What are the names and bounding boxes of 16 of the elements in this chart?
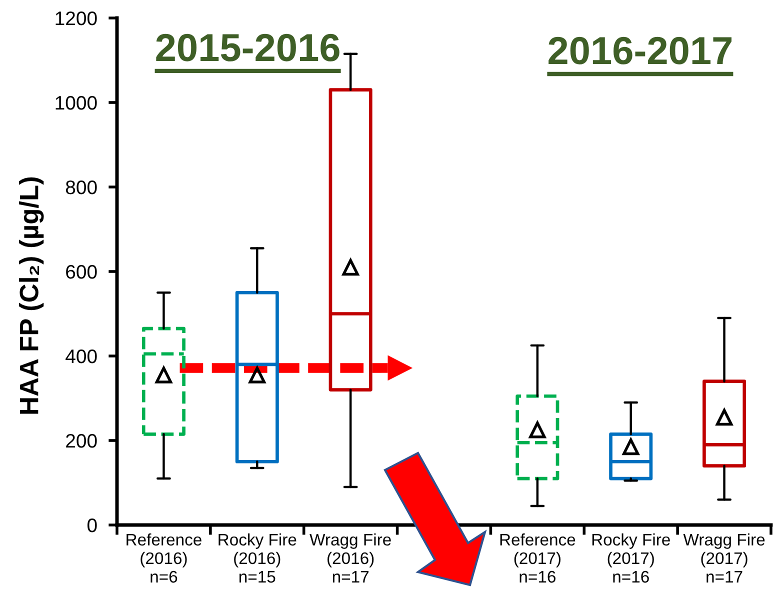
x-tick-label: Reference (2016) n=6 <box>126 533 202 583</box>
y-tick-label: 0 <box>88 518 97 532</box>
x-tick-label: Wragg Fire (2017) n=17 <box>683 533 765 583</box>
y-tick-label: 1200 <box>56 11 97 26</box>
y-tick-label: 1000 <box>56 96 97 110</box>
annotation: 2016-2017 <box>548 36 732 64</box>
x-tick-label: Rocky Fire (2016) n=15 <box>218 533 296 583</box>
y-axis-title: HAA FP (Cl₂) (µg/L) <box>19 177 44 414</box>
y-tick-label: 800 <box>66 180 97 194</box>
x-tick-label: Reference (2017) n=16 <box>500 533 576 583</box>
x-tick-label: Rocky Fire (2017) n=16 <box>592 533 670 583</box>
annotation: 2015-2016 <box>156 34 340 62</box>
y-tick-label: 400 <box>66 349 97 364</box>
x-tick-label: Wragg Fire (2016) n=17 <box>310 533 391 583</box>
y-tick-label: 600 <box>66 264 97 279</box>
y-tick-label: 200 <box>66 434 97 448</box>
